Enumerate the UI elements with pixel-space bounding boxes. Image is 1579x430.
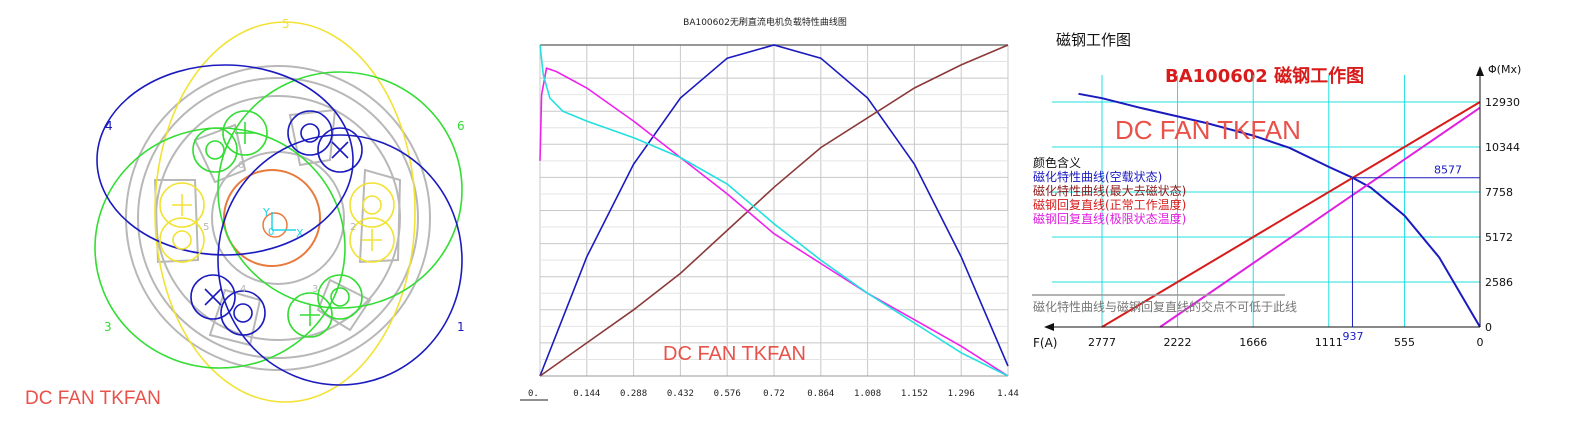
magnet-series-line-3: [1159, 106, 1481, 328]
legend: 颜色含义 磁化特性曲线(空载状态) 磁化特性曲线(最大去磁状态) 磁钢回复直线(…: [1033, 155, 1186, 226]
load-x-tick-label: 0.72: [763, 389, 785, 399]
magnet-chart-title: BA100602 磁钢工作图: [1165, 65, 1364, 87]
load-x-tick-label: 0.432: [667, 389, 694, 399]
rotor-ring: [223, 169, 321, 267]
legend-heading: 颜色含义: [1033, 155, 1081, 170]
load-x-tick-label: 0.576: [714, 389, 741, 399]
load-x-tick-label: 0.864: [807, 389, 834, 399]
slot-label-5: 5: [203, 222, 209, 233]
magnet-y-tick-label: 5172: [1485, 231, 1513, 244]
operating-mmf-label: 937: [1342, 330, 1363, 343]
load-chart: BA100602无刷直流电机负载特性曲线图 0.144 0.288 0.432 0.5…: [520, 16, 1019, 401]
stator-teeth: [153, 108, 402, 347]
magnet-x-tick-label: 0: [1477, 336, 1484, 349]
magnet-page-title: 磁钢工作图: [1056, 31, 1131, 49]
slot-label-3: 3: [312, 284, 318, 295]
y-axis-label: Φ(Mx): [1488, 63, 1521, 76]
axis-x-label: X: [296, 227, 304, 240]
phase-4-circle: [96, 64, 354, 256]
magnet-y-tick-label: 7758: [1485, 186, 1513, 199]
magnet-grid: [1052, 75, 1480, 327]
shaft-ring: [262, 212, 288, 238]
load-series-line-3: [539, 67, 1009, 377]
load-x-tick-label: 1.296: [948, 389, 975, 399]
magnet-working-panel: 磁钢工作图 BA100602 磁钢工作图 2777 2222 1666 1111 555…: [1030, 0, 1579, 425]
phase-6-circle: [217, 71, 463, 309]
motor-watermark: DC FAN TKFAN: [25, 388, 161, 409]
phase-label-6: 6: [457, 119, 465, 133]
motor-diagram-panel: Y X 0: [0, 0, 510, 425]
load-x-tick-label: 1.44: [997, 389, 1019, 399]
load-x-tick-label: 1.008: [854, 389, 881, 399]
phase-label-4: 4: [105, 119, 113, 133]
load-x-ticks: 0.144 0.288 0.432 0.576 0.72 0.864 1.008 1.152 1…: [573, 389, 1019, 399]
phase-1-circle: [217, 134, 463, 386]
origin-axes: [271, 212, 296, 231]
load-series-line-2: [539, 44, 1009, 377]
slot-label-2: 2: [350, 222, 356, 233]
limit-note: 磁化特性曲线与磁钢回复直线的交点不可低于此线: [1033, 299, 1297, 314]
motor-cross-section: Y X 0: [94, 17, 465, 403]
magnet-series-line-1: [1078, 92, 1481, 328]
magnet-y-tick-label: 0: [1485, 321, 1492, 334]
magnet-ticks: 2777 2222 1666 1111 555 00 2586 5172 7758 10344 12…: [1088, 96, 1520, 349]
load-series-line-4: [539, 44, 1009, 377]
y-axis-arrow-icon: [1476, 66, 1484, 76]
load-x-tick-label: 1.152: [901, 389, 928, 399]
origin-label: 0: [268, 227, 274, 238]
slot-label-6: 6: [238, 160, 244, 171]
magnet-x-tick-label: 2777: [1088, 336, 1116, 349]
load-series: [539, 44, 1009, 377]
load-x-tick-label: 0.144: [573, 389, 600, 399]
magnet-y-tick-label: 2586: [1485, 276, 1513, 289]
load-series-line-1: [539, 44, 1009, 377]
magnet-y-tick-label: 12930: [1485, 96, 1520, 109]
magnet-x-tick-label: 555: [1394, 336, 1415, 349]
phase-5-circle: [154, 21, 416, 403]
magnet-chart: 磁钢工作图 BA100602 磁钢工作图 2777 2222 1666 1111 555…: [1032, 31, 1521, 350]
load-watermark: DC FAN TKFAN: [663, 343, 806, 365]
legend-item-4: 磁钢回复直线(极限状态温度): [1033, 211, 1186, 226]
magnet-x-tick-label: 2222: [1164, 336, 1192, 349]
operating-flux-label: 8577: [1434, 164, 1462, 177]
magnet-watermark: DC FAN TKFAN: [1115, 115, 1301, 145]
magnet-y-tick-label: 10344: [1485, 141, 1520, 154]
phase-label-1: 1: [457, 320, 465, 334]
load-characteristic-panel: BA100602无刷直流电机负载特性曲线图 0.144 0.288 0.432 0.5…: [510, 0, 1030, 425]
slot-label-4: 4: [240, 284, 246, 295]
load-grid: [539, 44, 1009, 377]
magnet-series-line-2: [1101, 101, 1481, 328]
stator-outer-ring: [125, 65, 431, 371]
legend-item-2: 磁化特性曲线(最大去磁状态): [1033, 183, 1186, 198]
stator-ring-2: [137, 77, 419, 359]
coil-markers: [159, 110, 395, 338]
phase-label-5: 5: [282, 17, 290, 31]
load-x-origin-label: 0.: [528, 389, 539, 399]
magnet-x-tick-label: 1666: [1239, 336, 1267, 349]
stator-inner-ring: [211, 151, 345, 285]
magnet-x-tick-label: 1111: [1315, 336, 1343, 349]
x-axis-arrow-icon: [1044, 323, 1054, 331]
axis-y-label: Y: [262, 206, 270, 219]
legend-item-1: 磁化特性曲线(空载状态): [1033, 169, 1162, 184]
magnet-series: [1078, 92, 1481, 328]
x-axis-label: F(A): [1033, 336, 1057, 350]
legend-item-3: 磁钢回复直线(正常工作温度): [1033, 197, 1186, 212]
phase-label-3: 3: [104, 320, 112, 334]
load-chart-title: BA100602无刷直流电机负载特性曲线图: [683, 16, 847, 28]
load-x-tick-label: 0.288: [620, 389, 647, 399]
